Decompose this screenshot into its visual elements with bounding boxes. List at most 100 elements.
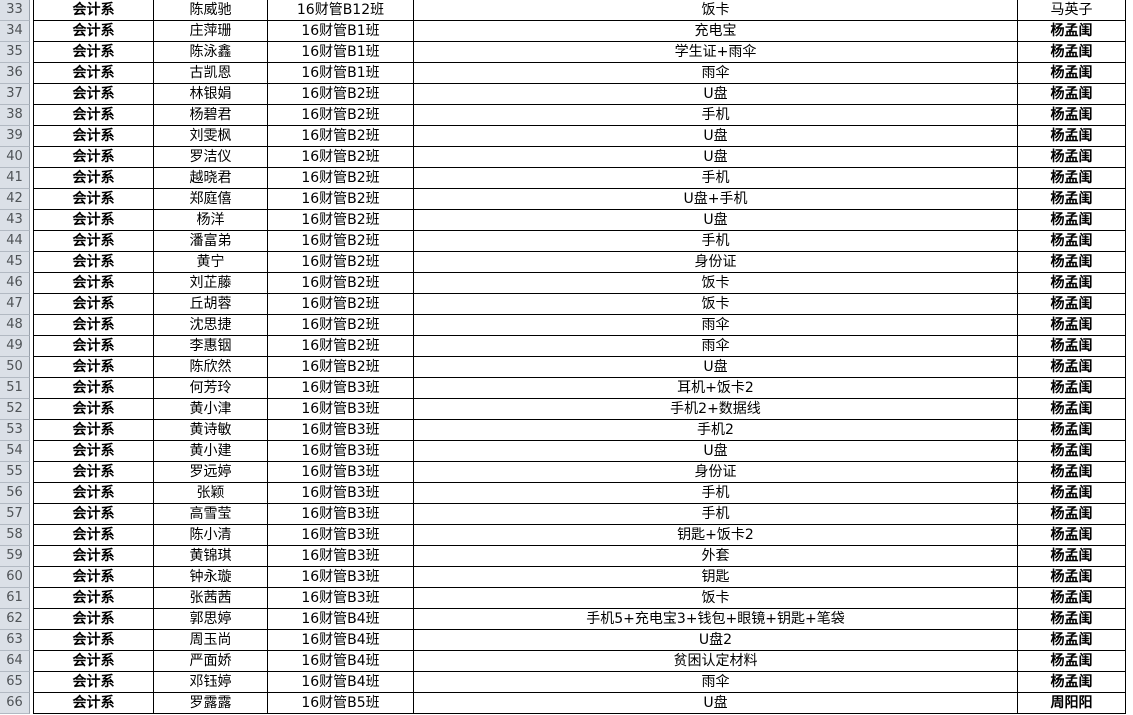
- row-number-cell[interactable]: 58: [0, 525, 30, 546]
- row-number-cell[interactable]: 48: [0, 315, 30, 336]
- student-name-cell[interactable]: 杨碧君: [153, 105, 267, 126]
- item-cell[interactable]: 手机5+充电宝3+钱包+眼镜+钥匙+笔袋: [413, 609, 1017, 630]
- item-cell[interactable]: 身份证: [413, 252, 1017, 273]
- handler-cell[interactable]: 杨孟闺: [1017, 357, 1126, 378]
- handler-cell[interactable]: 杨孟闺: [1017, 567, 1126, 588]
- student-name-cell[interactable]: 古凯恩: [153, 63, 267, 84]
- handler-cell[interactable]: 杨孟闺: [1017, 294, 1126, 315]
- item-cell[interactable]: 饭卡: [413, 588, 1017, 609]
- item-cell[interactable]: 手机2: [413, 420, 1017, 441]
- handler-cell[interactable]: 杨孟闺: [1017, 63, 1126, 84]
- handler-cell[interactable]: 杨孟闺: [1017, 504, 1126, 525]
- class-cell[interactable]: 16财管B3班: [267, 483, 413, 504]
- row-number-cell[interactable]: 53: [0, 420, 30, 441]
- department-cell[interactable]: 会计系: [33, 336, 153, 357]
- row-number-cell[interactable]: 51: [0, 378, 30, 399]
- department-cell[interactable]: 会计系: [33, 168, 153, 189]
- student-name-cell[interactable]: 黄小津: [153, 399, 267, 420]
- item-cell[interactable]: 学生证+雨伞: [413, 42, 1017, 63]
- handler-cell[interactable]: 杨孟闺: [1017, 231, 1126, 252]
- row-number-cell[interactable]: 33: [0, 0, 30, 21]
- student-name-cell[interactable]: 刘芷藤: [153, 273, 267, 294]
- item-cell[interactable]: U盘: [413, 210, 1017, 231]
- student-name-cell[interactable]: 钟永璇: [153, 567, 267, 588]
- department-cell[interactable]: 会计系: [33, 546, 153, 567]
- handler-cell[interactable]: 杨孟闺: [1017, 336, 1126, 357]
- class-cell[interactable]: 16财管B3班: [267, 525, 413, 546]
- department-cell[interactable]: 会计系: [33, 588, 153, 609]
- student-name-cell[interactable]: 罗远婷: [153, 462, 267, 483]
- row-number-cell[interactable]: 38: [0, 105, 30, 126]
- item-cell[interactable]: U盘: [413, 441, 1017, 462]
- class-cell[interactable]: 16财管B3班: [267, 546, 413, 567]
- department-cell[interactable]: 会计系: [33, 126, 153, 147]
- item-cell[interactable]: 雨伞: [413, 672, 1017, 693]
- student-name-cell[interactable]: 越晓君: [153, 168, 267, 189]
- student-name-cell[interactable]: 张颖: [153, 483, 267, 504]
- row-number-cell[interactable]: 59: [0, 546, 30, 567]
- department-cell[interactable]: 会计系: [33, 63, 153, 84]
- item-cell[interactable]: 钥匙: [413, 567, 1017, 588]
- handler-cell[interactable]: 杨孟闺: [1017, 651, 1126, 672]
- item-cell[interactable]: 手机: [413, 483, 1017, 504]
- class-cell[interactable]: 16财管B2班: [267, 147, 413, 168]
- item-cell[interactable]: 手机: [413, 504, 1017, 525]
- row-number-cell[interactable]: 50: [0, 357, 30, 378]
- handler-cell[interactable]: 周阳阳: [1017, 693, 1126, 714]
- department-cell[interactable]: 会计系: [33, 147, 153, 168]
- student-name-cell[interactable]: 潘富弟: [153, 231, 267, 252]
- row-number-cell[interactable]: 61: [0, 588, 30, 609]
- class-cell[interactable]: 16财管B12班: [267, 0, 413, 21]
- department-cell[interactable]: 会计系: [33, 378, 153, 399]
- student-name-cell[interactable]: 郭思婷: [153, 609, 267, 630]
- department-cell[interactable]: 会计系: [33, 693, 153, 714]
- handler-cell[interactable]: 杨孟闺: [1017, 441, 1126, 462]
- department-cell[interactable]: 会计系: [33, 462, 153, 483]
- class-cell[interactable]: 16财管B2班: [267, 336, 413, 357]
- department-cell[interactable]: 会计系: [33, 252, 153, 273]
- item-cell[interactable]: U盘+手机: [413, 189, 1017, 210]
- department-cell[interactable]: 会计系: [33, 672, 153, 693]
- item-cell[interactable]: 雨伞: [413, 336, 1017, 357]
- student-name-cell[interactable]: 高雪莹: [153, 504, 267, 525]
- item-cell[interactable]: 饭卡: [413, 0, 1017, 21]
- class-cell[interactable]: 16财管B3班: [267, 420, 413, 441]
- class-cell[interactable]: 16财管B2班: [267, 105, 413, 126]
- item-cell[interactable]: 耳机+饭卡2: [413, 378, 1017, 399]
- department-cell[interactable]: 会计系: [33, 84, 153, 105]
- handler-cell[interactable]: 杨孟闺: [1017, 273, 1126, 294]
- row-number-cell[interactable]: 64: [0, 651, 30, 672]
- class-cell[interactable]: 16财管B3班: [267, 504, 413, 525]
- department-cell[interactable]: 会计系: [33, 504, 153, 525]
- item-cell[interactable]: 雨伞: [413, 315, 1017, 336]
- handler-cell[interactable]: 杨孟闺: [1017, 252, 1126, 273]
- student-name-cell[interactable]: 刘雯枫: [153, 126, 267, 147]
- student-name-cell[interactable]: 邓钰婷: [153, 672, 267, 693]
- item-cell[interactable]: 手机2+数据线: [413, 399, 1017, 420]
- student-name-cell[interactable]: 陈泳鑫: [153, 42, 267, 63]
- department-cell[interactable]: 会计系: [33, 210, 153, 231]
- handler-cell[interactable]: 杨孟闺: [1017, 105, 1126, 126]
- student-name-cell[interactable]: 罗露露: [153, 693, 267, 714]
- handler-cell[interactable]: 杨孟闺: [1017, 462, 1126, 483]
- class-cell[interactable]: 16财管B4班: [267, 609, 413, 630]
- department-cell[interactable]: 会计系: [33, 525, 153, 546]
- department-cell[interactable]: 会计系: [33, 231, 153, 252]
- handler-cell[interactable]: 杨孟闺: [1017, 630, 1126, 651]
- class-cell[interactable]: 16财管B1班: [267, 21, 413, 42]
- row-number-cell[interactable]: 65: [0, 672, 30, 693]
- department-cell[interactable]: 会计系: [33, 441, 153, 462]
- row-number-cell[interactable]: 49: [0, 336, 30, 357]
- student-name-cell[interactable]: 丘胡蓉: [153, 294, 267, 315]
- item-cell[interactable]: U盘: [413, 357, 1017, 378]
- department-cell[interactable]: 会计系: [33, 609, 153, 630]
- item-cell[interactable]: 雨伞: [413, 63, 1017, 84]
- item-cell[interactable]: U盘: [413, 84, 1017, 105]
- row-number-cell[interactable]: 52: [0, 399, 30, 420]
- handler-cell[interactable]: 杨孟闺: [1017, 210, 1126, 231]
- handler-cell[interactable]: 杨孟闺: [1017, 315, 1126, 336]
- department-cell[interactable]: 会计系: [33, 399, 153, 420]
- class-cell[interactable]: 16财管B2班: [267, 273, 413, 294]
- row-number-cell[interactable]: 44: [0, 231, 30, 252]
- class-cell[interactable]: 16财管B2班: [267, 126, 413, 147]
